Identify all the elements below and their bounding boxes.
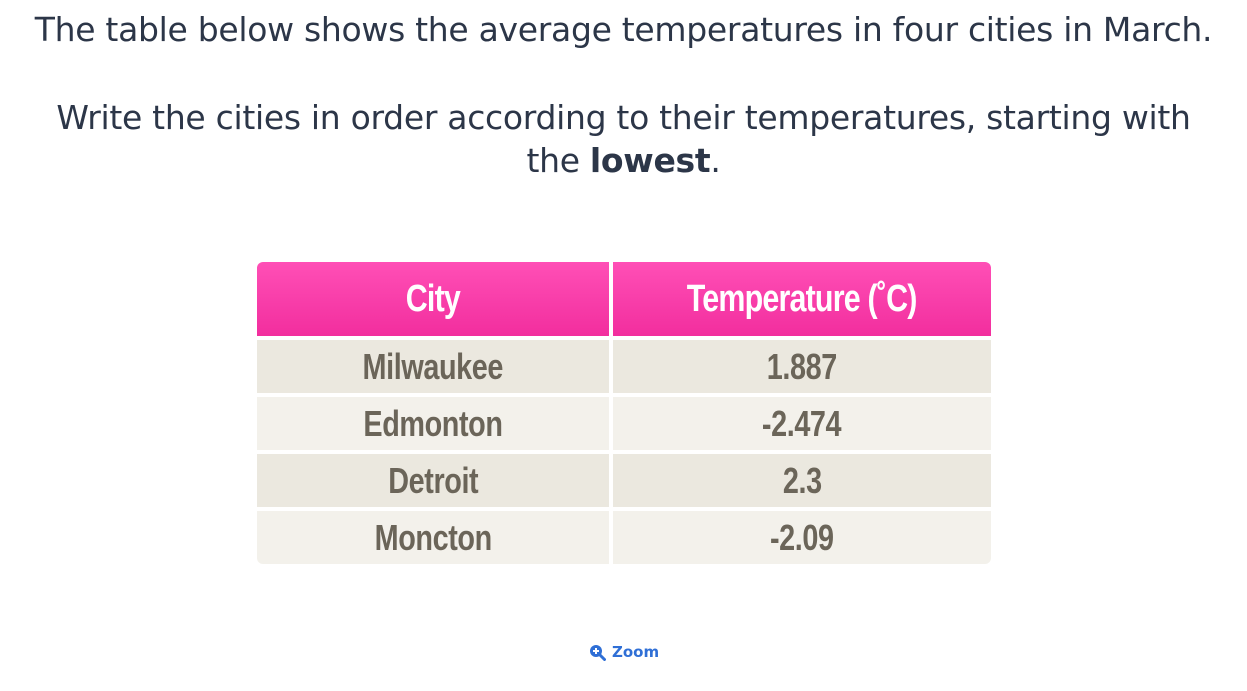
instruction-text: Write the cities in order according to t… xyxy=(0,96,1247,182)
question-text: The table below shows the average temper… xyxy=(0,8,1247,51)
zoom-button[interactable]: Zoom xyxy=(589,643,659,661)
header-city: City xyxy=(257,262,609,336)
instruction-emphasis: lowest xyxy=(589,141,711,180)
instruction-line-2: the lowest. xyxy=(0,139,1247,182)
cell-city: Detroit xyxy=(257,454,609,507)
table-header-row: City Temperature (˚C) xyxy=(257,262,991,336)
question-line-1: The table below shows the average temper… xyxy=(34,10,1213,49)
instruction-suffix: . xyxy=(710,141,721,180)
temperature-table: City Temperature (˚C) Milwaukee 1.887 Ed… xyxy=(257,262,991,564)
cell-city: Edmonton xyxy=(257,397,609,450)
instruction-line-1: Write the cities in order according to t… xyxy=(56,98,1191,137)
table-row: Edmonton -2.474 xyxy=(257,397,991,450)
cell-temperature: 2.3 xyxy=(612,454,991,507)
cell-temperature: 1.887 xyxy=(612,340,991,393)
cell-temperature: -2.474 xyxy=(612,397,991,450)
table-row: Moncton -2.09 xyxy=(257,511,991,564)
table-row: Detroit 2.3 xyxy=(257,454,991,507)
cell-temperature: -2.09 xyxy=(612,511,991,564)
cell-city: Moncton xyxy=(257,511,609,564)
zoom-label: Zoom xyxy=(612,643,660,661)
header-temperature: Temperature (˚C) xyxy=(612,262,991,336)
table-row: Milwaukee 1.887 xyxy=(257,340,991,393)
instruction-prefix: the xyxy=(526,141,590,180)
cell-city: Milwaukee xyxy=(257,340,609,393)
zoom-in-icon xyxy=(589,644,606,661)
